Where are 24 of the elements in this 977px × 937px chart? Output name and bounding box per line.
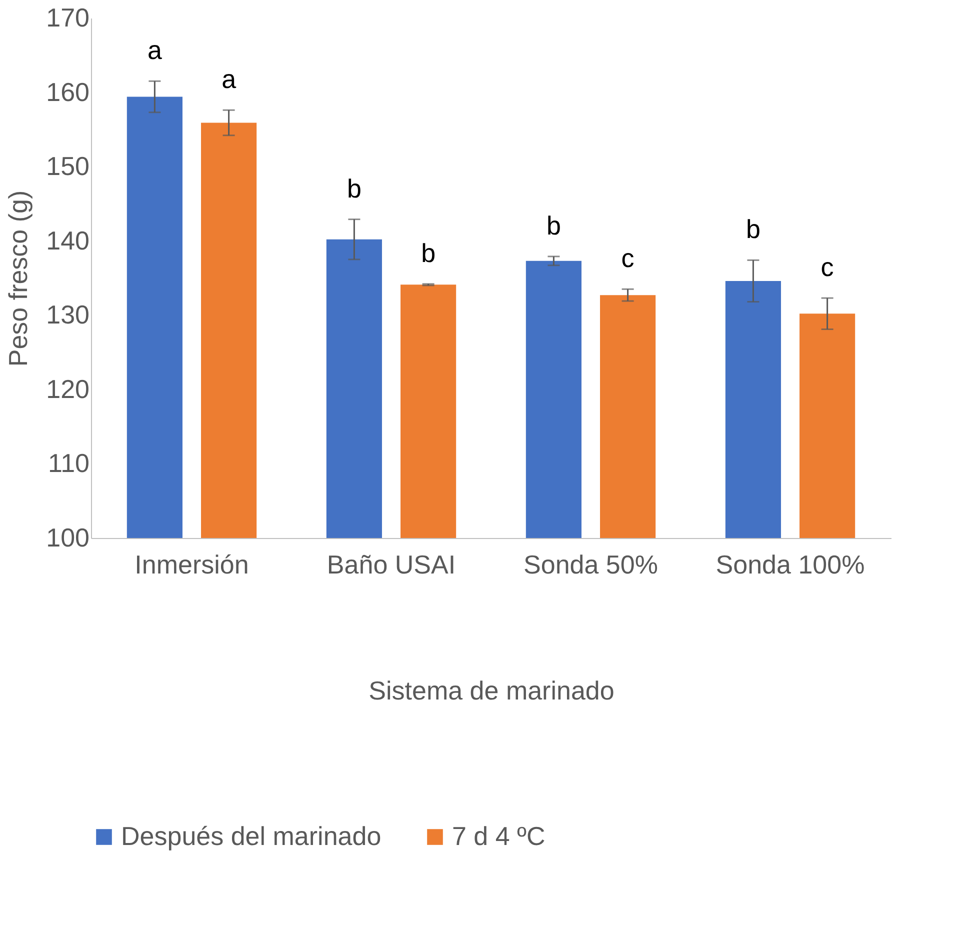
annotation: a xyxy=(147,35,162,66)
annotation: b xyxy=(421,238,436,268)
x-tick-label: Sonda 100% xyxy=(716,550,865,580)
y-tick-label: 170 xyxy=(46,2,90,32)
y-tick-label: 110 xyxy=(48,448,90,478)
y-tick-label: 120 xyxy=(46,374,90,404)
legend-label: 7 d 4 ºC xyxy=(452,821,546,851)
annotation: b xyxy=(746,214,760,244)
x-axis-title: Sistema de marinado xyxy=(368,676,614,706)
x-tick-label: Baño USAI xyxy=(326,550,456,580)
legend-label: Después del marinado xyxy=(121,821,382,851)
annotation: c xyxy=(820,252,834,282)
y-tick-label: 160 xyxy=(46,76,90,107)
annotation: b xyxy=(346,173,362,204)
y-tick-label: 140 xyxy=(46,225,90,256)
y-tick-label: 130 xyxy=(46,300,90,330)
annotation: a xyxy=(222,64,237,94)
annotation: c xyxy=(621,243,634,274)
x-tick-label: Inmersión xyxy=(134,550,249,580)
y-tick-label: 100 xyxy=(46,522,90,552)
y-tick-label: 150 xyxy=(46,151,90,182)
annotation: b xyxy=(546,210,561,240)
y-axis-title: Peso fresco (g) xyxy=(3,190,34,367)
x-tick-label: Sonda 50% xyxy=(524,550,658,580)
